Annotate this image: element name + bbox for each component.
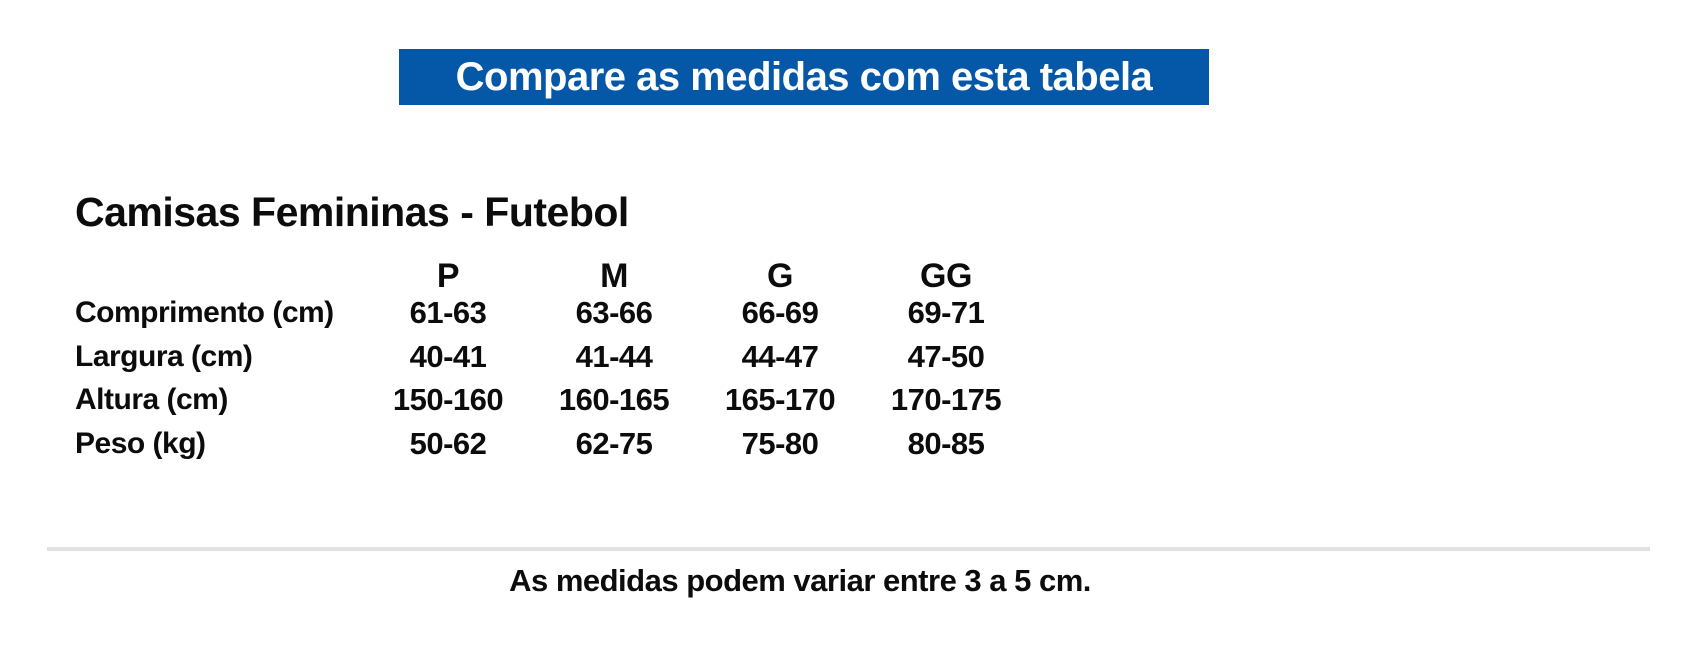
divider — [47, 547, 1650, 551]
size-cell: 69-71 — [907, 295, 985, 331]
column-header-p: P — [436, 256, 460, 295]
size-cell: 50-62 — [409, 425, 487, 461]
row-label-largura: Largura (cm) — [75, 339, 253, 373]
size-cell: 160-165 — [558, 382, 670, 418]
row-label-peso: Peso (kg) — [75, 426, 206, 460]
size-cell: 62-75 — [575, 425, 653, 461]
size-cell: 61-63 — [409, 295, 487, 331]
footer-note: As medidas podem variar entre 3 a 5 cm. — [509, 563, 1091, 598]
column-header-gg: GG — [920, 256, 972, 295]
size-cell: 170-175 — [890, 382, 1002, 418]
row-label-comprimento: Comprimento (cm) — [75, 296, 334, 330]
column-header-g: G — [767, 256, 793, 295]
banner-title: Compare as medidas com esta tabela — [455, 54, 1153, 99]
size-cell: 63-66 — [575, 295, 653, 331]
size-cell: 75-80 — [741, 425, 819, 461]
size-cell: 47-50 — [907, 338, 985, 374]
size-cell: 165-170 — [724, 382, 836, 418]
size-cell: 41-44 — [575, 338, 653, 374]
size-table: P M G GG Comprimento (cm) 61-63 63-66 66… — [75, 248, 1029, 466]
size-cell: 44-47 — [741, 338, 819, 374]
column-header-m: M — [600, 256, 628, 295]
size-cell: 80-85 — [907, 425, 985, 461]
row-label-altura: Altura (cm) — [75, 383, 228, 417]
page-title: Camisas Femininas - Futebol — [75, 189, 629, 235]
banner: Compare as medidas com esta tabela — [399, 49, 1209, 105]
size-cell: 40-41 — [409, 338, 487, 374]
size-cell: 66-69 — [741, 295, 819, 331]
size-cell: 150-160 — [392, 382, 504, 418]
